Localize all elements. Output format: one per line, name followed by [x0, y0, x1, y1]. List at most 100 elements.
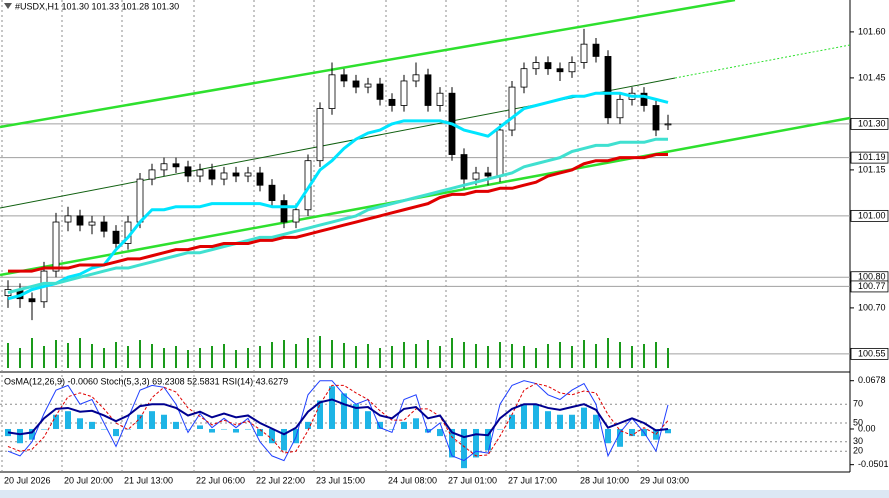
symbol-icon — [4, 3, 12, 9]
x-tick-label: 23 Jul 15:00 — [316, 475, 365, 485]
y-tick-label: -0.0501 — [858, 459, 889, 469]
candle-body — [652, 105, 660, 131]
osma-bar — [353, 404, 359, 429]
volume-bar — [559, 342, 561, 368]
level-label: 100.77 — [858, 281, 886, 291]
osma-bar — [65, 411, 71, 429]
candle-body — [88, 221, 96, 226]
y-tick-label: 0.0678 — [858, 375, 886, 385]
candle-body — [664, 123, 672, 126]
osma-bar — [557, 414, 563, 429]
volume-bar — [607, 338, 609, 368]
volume-bar — [463, 342, 465, 368]
osma-bar — [509, 414, 515, 429]
volume-bar — [31, 338, 33, 368]
candle-body — [568, 62, 576, 73]
y-tick-label: 0.00 — [858, 423, 876, 433]
volume-bar — [187, 350, 189, 368]
osma-bar — [629, 428, 635, 437]
candle-body — [412, 74, 420, 82]
volume-bar — [67, 343, 69, 368]
level-label-box — [850, 151, 889, 164]
volume-bar — [19, 348, 21, 368]
volume-bar — [547, 344, 549, 368]
volume-bar — [247, 348, 249, 368]
osma-bar — [317, 400, 323, 429]
volume-bar — [7, 343, 9, 368]
x-tick-label: 27 Jul 01:00 — [448, 475, 497, 485]
candle-body — [424, 74, 432, 106]
volume-bar — [403, 342, 405, 368]
osma-bar — [53, 414, 59, 429]
x-tick-label: 28 Jul 10:00 — [580, 475, 629, 485]
volume-bar — [127, 346, 129, 368]
indicator-line — [7, 380, 669, 462]
moving-average — [8, 153, 668, 273]
x-tick-label: 20 Jul 20:00 — [64, 475, 113, 485]
x-tick-label: 29 Jul 03:00 — [640, 475, 689, 485]
candle-body — [340, 74, 348, 82]
level-label: 100.80 — [858, 272, 886, 282]
volume-bar — [619, 342, 621, 368]
osma-bar — [209, 428, 215, 433]
osma-bar — [593, 414, 599, 429]
osma-bar — [533, 404, 539, 429]
candle-body — [352, 80, 360, 88]
level-label: 101.30 — [858, 118, 886, 128]
osma-bar — [221, 428, 227, 430]
osma-bar — [149, 411, 155, 429]
osma-bar — [617, 428, 623, 447]
x-tick-label: 21 Jul 13:00 — [124, 475, 173, 485]
volume-bar — [379, 348, 381, 368]
candle-body — [184, 166, 192, 177]
volume-bar — [643, 344, 645, 368]
osma-bar — [473, 428, 479, 458]
channel-mid-extension — [674, 44, 851, 79]
osma-bar — [41, 428, 47, 430]
osma-bar — [17, 428, 23, 444]
level-label: 101.19 — [858, 152, 886, 162]
osma-bar — [461, 428, 467, 469]
candle-body — [520, 68, 528, 88]
x-tick-label: 22 Jul 22:00 — [256, 475, 305, 485]
volume-bar — [571, 346, 573, 368]
osma-bar — [497, 428, 503, 430]
candle-body — [400, 80, 408, 106]
y-tick-label: 101.15 — [858, 164, 886, 174]
moving-average — [7, 91, 669, 301]
candle-body — [364, 83, 372, 88]
volume-bar — [139, 340, 141, 368]
osma-bar — [257, 428, 263, 437]
y2-tick-label: 70 — [853, 399, 863, 409]
volume-bar — [583, 340, 585, 368]
volume-bar — [223, 344, 225, 368]
osma-bar — [161, 414, 167, 429]
candle-body — [532, 62, 540, 70]
osma-bar — [281, 428, 287, 451]
indicator-line — [7, 382, 669, 457]
volume-bar — [235, 350, 237, 368]
candle-body — [640, 92, 648, 106]
candle-body — [100, 221, 108, 232]
osma-bar — [173, 421, 179, 429]
y-tick-label: 101.60 — [858, 26, 886, 36]
osma-bar — [521, 404, 527, 429]
osma-bar — [305, 421, 311, 429]
volume-bar — [79, 338, 81, 368]
plot-layer: 20 Jul 2026 20 Jul 20:00 21 Jul 13:00 22 Ju… — [4, 26, 889, 485]
candle-body — [52, 221, 60, 272]
volume-bar — [415, 344, 417, 368]
candle-body — [580, 43, 588, 63]
osma-bar — [113, 428, 119, 437]
y2-tick-label: 20 — [853, 446, 863, 456]
volume-bar — [175, 346, 177, 368]
level-label-box — [850, 209, 889, 222]
volume-bar — [487, 346, 489, 368]
x-tick-label: 22 Jul 06:00 — [196, 475, 245, 485]
chart-title: #USDX,H1 101.30 101.33 101.28 101.30 — [15, 1, 179, 11]
y2-tick-label: 30 — [853, 436, 863, 446]
volume-bar — [667, 348, 669, 368]
candle-body — [616, 98, 624, 119]
volume-bar — [151, 344, 153, 368]
